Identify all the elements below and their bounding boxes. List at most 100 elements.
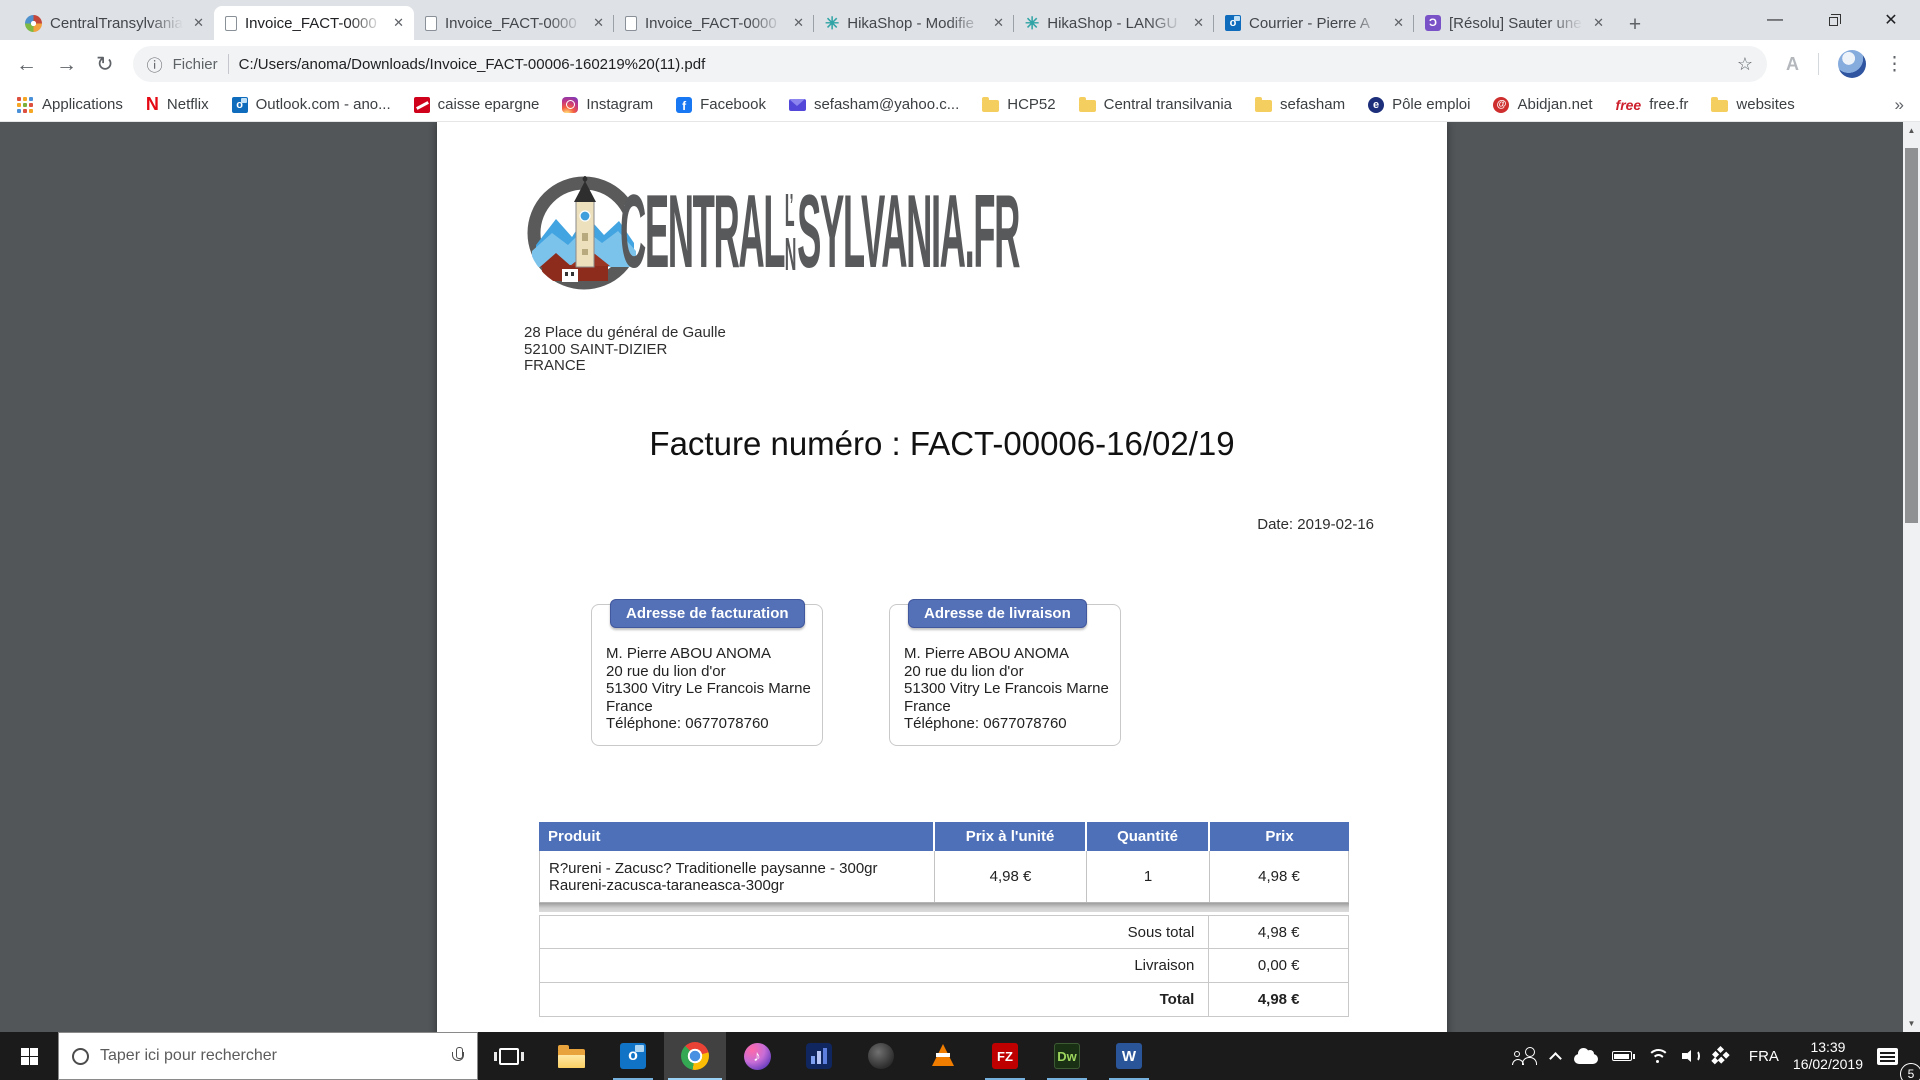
tabs-container: CentralTransylvania ✕ Invoice_FACT-0000 … <box>0 0 1746 40</box>
bookmark-yahoo-mail[interactable]: sefasham@yahoo.c... <box>788 96 959 113</box>
restore-icon <box>1828 14 1841 26</box>
start-button[interactable] <box>0 1032 58 1080</box>
pdf-file-icon <box>625 15 637 31</box>
bookmark-folder-websites[interactable]: websites <box>1711 96 1795 113</box>
apps-grid-icon <box>16 96 34 114</box>
language-indicator[interactable]: FRA <box>1748 1047 1779 1065</box>
chevron-up-icon[interactable] <box>1549 1051 1562 1065</box>
taskbar-clock[interactable]: 13:39 16/02/2019 <box>1793 1039 1863 1073</box>
pdf-viewer: CENTRAL Ľ N SYLVANIA.FR 28 Place du général… <box>0 122 1920 1032</box>
chart-app-icon <box>806 1043 832 1069</box>
minimize-button[interactable]: — <box>1767 11 1783 28</box>
tab-close-icon[interactable]: ✕ <box>1393 15 1404 30</box>
bookmark-outlook[interactable]: o Outlook.com - ano... <box>231 96 391 113</box>
dropbox-icon[interactable] <box>1715 1045 1735 1067</box>
pdf-page: CENTRAL Ľ N SYLVANIA.FR 28 Place du général… <box>437 122 1447 1032</box>
tab-courrier-outlook[interactable]: o Courrier - Pierre A ✕ <box>1213 6 1414 40</box>
bookmark-folder-sefasham[interactable]: sefasham <box>1255 96 1345 113</box>
profile-avatar[interactable] <box>1838 50 1866 78</box>
logo-emblem <box>527 176 641 290</box>
pdf-scrollbar[interactable]: ▲ ▼ <box>1903 122 1920 1032</box>
url-scheme-label: Fichier <box>172 55 218 73</box>
tab-close-icon[interactable]: ✕ <box>193 15 204 30</box>
new-tab-button[interactable]: + <box>1628 13 1642 36</box>
browser-menu-icon[interactable]: ⋮ <box>1885 53 1904 75</box>
clock-time: 13:39 <box>1810 1039 1846 1055</box>
bookmark-netflix[interactable]: N Netflix <box>145 94 209 114</box>
table-header-row: Produit Prix à l'unité Quantité Prix <box>539 822 1349 851</box>
tab-close-icon[interactable]: ✕ <box>793 15 804 30</box>
bookmark-star-icon[interactable]: ☆ <box>1736 53 1753 74</box>
task-view-button[interactable] <box>478 1032 540 1080</box>
taskbar-app-file-explorer[interactable] <box>540 1032 602 1080</box>
tab-invoice-pdf-2[interactable]: Invoice_FACT-0000 ✕ <box>414 6 614 40</box>
tab-close-icon[interactable]: ✕ <box>1193 15 1204 30</box>
table-header-prix-unite: Prix à l'unité <box>935 822 1087 851</box>
taskbar-app-dark[interactable] <box>850 1032 912 1080</box>
tab-hikashop-modifier[interactable]: ✳ HikaShop - Modifie ✕ <box>813 6 1014 40</box>
tab-forum-resolu[interactable]: Ɔ [Résolu] Sauter une ✕ <box>1413 6 1614 40</box>
tab-strip: CentralTransylvania ✕ Invoice_FACT-0000 … <box>0 0 1920 40</box>
taskbar-app-chrome[interactable] <box>664 1032 726 1080</box>
bookmark-folder-hcp52[interactable]: HCP52 <box>982 96 1056 113</box>
tab-centraltransylvania[interactable]: CentralTransylvania ✕ <box>14 6 214 40</box>
company-address: 28 Place du général de Gaulle 52100 SAIN… <box>524 324 726 375</box>
free-icon: free <box>1615 96 1642 113</box>
tab-close-icon[interactable]: ✕ <box>1593 15 1604 30</box>
forward-icon[interactable]: → <box>56 52 77 76</box>
taskbar-app-dreamweaver[interactable]: Dw <box>1036 1032 1098 1080</box>
extension-icon[interactable]: A <box>1786 53 1799 74</box>
system-tray: FRA 13:39 16/02/2019 5 <box>1506 1032 1920 1080</box>
taskbar-app-itunes[interactable]: ♪ <box>726 1032 788 1080</box>
billing-address-lines: M. Pierre ABOU ANOMA 20 rue du lion d'or… <box>606 645 811 732</box>
taskbar-app-word[interactable]: W <box>1098 1032 1160 1080</box>
url-text[interactable]: C:/Users/anoma/Downloads/Invoice_FACT-00… <box>238 55 706 73</box>
scrollbar-thumb[interactable] <box>1905 148 1918 523</box>
hikashop-icon: ✳ <box>825 13 840 33</box>
onedrive-cloud-icon[interactable] <box>1573 1047 1598 1064</box>
tab-invoice-pdf-active[interactable]: Invoice_FACT-0000 ✕ <box>214 6 414 40</box>
tab-close-icon[interactable]: ✕ <box>393 15 404 30</box>
tab-close-icon[interactable]: ✕ <box>593 15 604 30</box>
wifi-icon[interactable] <box>1646 1048 1668 1065</box>
bookmark-free-fr[interactable]: free free.fr <box>1615 96 1689 113</box>
bookmark-pole-emploi[interactable]: e Pôle emploi <box>1368 96 1470 113</box>
reload-icon[interactable]: ↻ <box>96 52 114 76</box>
invoice-date: Date: 2019-02-16 <box>1257 516 1374 533</box>
shipping-address-lines: M. Pierre ABOU ANOMA 20 rue du lion d'or… <box>904 645 1109 732</box>
back-icon[interactable]: ← <box>16 52 37 76</box>
tab-title: HikaShop - LANGU <box>1047 14 1178 32</box>
battery-icon[interactable] <box>1611 1051 1636 1061</box>
bookmark-facebook[interactable]: f Facebook <box>676 96 766 113</box>
taskbar-search[interactable]: Taper ici pour rechercher <box>58 1032 478 1080</box>
taskbar-app-outlook[interactable]: o <box>602 1032 664 1080</box>
tab-hikashop-langu[interactable]: ✳ HikaShop - LANGU ✕ <box>1013 6 1214 40</box>
shipping-cost-value: 0,00 € <box>1257 957 1300 974</box>
bookmark-applications[interactable]: Applications <box>16 96 123 114</box>
bookmark-caisse-epargne[interactable]: caisse epargne <box>413 96 539 113</box>
tab-close-icon[interactable]: ✕ <box>993 15 1004 30</box>
scroll-down-icon[interactable]: ▼ <box>1907 1019 1916 1028</box>
bookmarks-overflow-chevron[interactable]: » <box>1894 94 1904 114</box>
restore-button[interactable] <box>1804 0 1862 40</box>
search-placeholder: Taper ici pour rechercher <box>100 1047 277 1064</box>
bookmark-abidjan[interactable]: @ Abidjan.net <box>1493 96 1593 113</box>
subtotal-row: Sous total 4,98 € <box>539 915 1349 949</box>
notification-center-icon[interactable] <box>1877 1047 1898 1065</box>
microphone-icon[interactable] <box>452 1047 464 1065</box>
scroll-up-icon[interactable]: ▲ <box>1907 126 1916 135</box>
tab-title: CentralTransylvania <box>50 14 183 32</box>
page-info-icon[interactable]: ⓘ <box>146 58 163 75</box>
bookmark-instagram[interactable]: Instagram <box>562 96 653 113</box>
tab-invoice-pdf-3[interactable]: Invoice_FACT-0000 ✕ <box>613 6 814 40</box>
taskbar-app-filezilla[interactable]: FZ <box>974 1032 1036 1080</box>
word-icon: W <box>1116 1043 1142 1069</box>
price-cell: 4,98 € <box>1210 851 1349 902</box>
speaker-icon[interactable] <box>1681 1049 1701 1063</box>
close-button[interactable]: ✕ <box>1884 12 1898 29</box>
people-icon[interactable] <box>1512 1046 1537 1066</box>
address-bar[interactable]: ⓘ Fichier C:/Users/anoma/Downloads/Invoi… <box>132 46 1767 82</box>
taskbar-app-chart[interactable] <box>788 1032 850 1080</box>
bookmark-folder-central-transilvania[interactable]: Central transilvania <box>1078 96 1232 113</box>
taskbar-app-vlc[interactable] <box>912 1032 974 1080</box>
